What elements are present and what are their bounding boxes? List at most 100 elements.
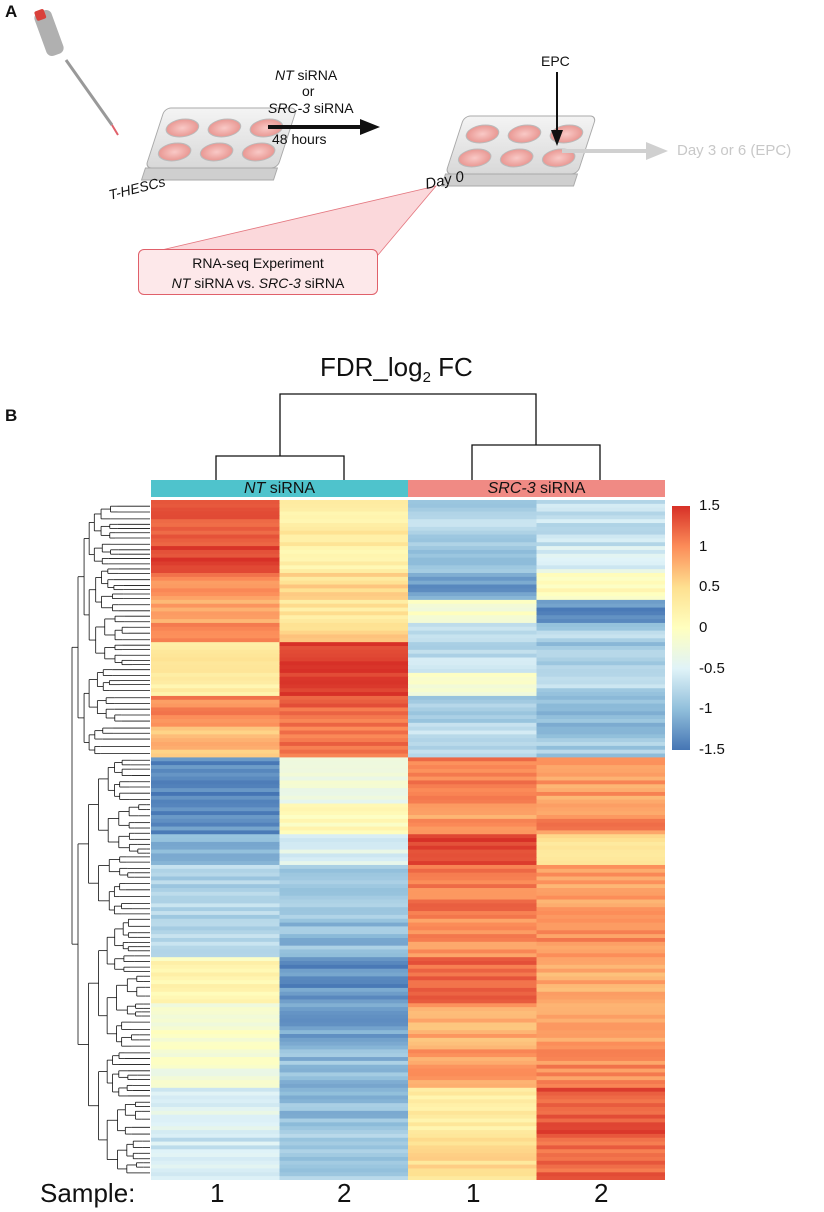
heatmap-cell	[279, 665, 409, 670]
heatmap-cell	[408, 1176, 537, 1180]
heatmap-cell	[279, 1114, 409, 1120]
heatmap-cell	[408, 818, 537, 824]
heatmap-cell	[151, 726, 280, 732]
heatmap-cell	[279, 888, 409, 893]
heatmap-cell	[408, 1087, 537, 1093]
heatmap-cell	[279, 945, 409, 950]
treatment-arrow	[268, 119, 380, 135]
heatmap-cell	[279, 757, 409, 762]
heatmap-cell	[408, 845, 537, 851]
heatmap-cell	[408, 1057, 537, 1062]
heatmap-cell	[151, 884, 280, 889]
heatmap-cell	[151, 1130, 280, 1135]
heatmap-cell	[408, 653, 537, 659]
heatmap-cell	[151, 672, 280, 678]
heatmap-cell	[151, 799, 280, 804]
heatmap-cell	[536, 1130, 665, 1135]
heatmap-cell	[408, 1072, 537, 1077]
heatmap-cell	[151, 1172, 280, 1177]
heatmap-cell	[536, 1041, 665, 1047]
heatmap-cell	[536, 1064, 665, 1070]
heatmap-cell	[536, 584, 665, 589]
heatmap-cell	[151, 1141, 280, 1146]
heatmap-cell	[151, 876, 280, 881]
heatmap-cell	[279, 749, 409, 755]
heatmap-cell	[279, 642, 409, 647]
heatmap-cell	[279, 680, 409, 685]
heatmap-cell	[408, 1160, 537, 1166]
heatmap-cell	[151, 976, 280, 981]
heatmap-cell	[536, 653, 665, 659]
heatmap-cell	[279, 726, 409, 732]
heatmap-cell	[151, 615, 280, 620]
heatmap-cell	[151, 592, 280, 597]
heatmap-cell	[408, 1041, 537, 1047]
heatmap-cell	[279, 653, 409, 659]
heatmap-cell	[408, 715, 537, 720]
heatmap-cell	[279, 1133, 409, 1139]
heatmap-cell	[279, 584, 409, 589]
heatmap-cell	[408, 765, 537, 770]
heatmap-cell	[408, 949, 537, 954]
heatmap-cell	[408, 542, 537, 547]
heatmap-cell	[151, 807, 280, 812]
heatmap-cell	[536, 995, 665, 1000]
heatmap-cell	[279, 849, 409, 854]
heatmap-cell	[536, 914, 665, 920]
heatmap-cell	[279, 1057, 409, 1062]
heatmap-cell	[408, 684, 537, 689]
heatmap-cell	[279, 1107, 409, 1112]
heatmap-cell	[536, 1053, 665, 1058]
heatmap-cell	[151, 1126, 280, 1131]
heatmap-cell	[279, 1064, 409, 1070]
heatmap-cell	[536, 718, 665, 724]
heatmap-cell	[408, 1099, 537, 1104]
heatmap-cell	[408, 526, 537, 532]
heatmap-cell	[151, 676, 280, 682]
heatmap-cell	[151, 780, 280, 785]
heatmap-cell	[536, 776, 665, 781]
heatmap-cell	[536, 903, 665, 908]
heatmap-cell	[536, 642, 665, 647]
heatmap-cell	[151, 1149, 280, 1154]
heatmap-cell	[408, 1083, 537, 1089]
heatmap-cell	[536, 861, 665, 866]
heatmap-cell	[408, 999, 537, 1004]
heatmap-cell	[536, 699, 665, 705]
heatmap-cell	[536, 888, 665, 893]
heatmap-cell	[536, 834, 665, 839]
heatmap-cell	[279, 1091, 409, 1096]
heatmap-cell	[279, 1122, 409, 1127]
epc-arrow	[551, 72, 563, 146]
heatmap-cell	[151, 918, 280, 924]
heatmap-cell	[408, 930, 537, 935]
heatmap-cell	[408, 565, 537, 570]
heatmap-cell	[536, 603, 665, 609]
colorbar-tick-label: -1	[699, 700, 713, 718]
heatmap-cell	[536, 918, 665, 924]
heatmap-cell	[279, 569, 409, 574]
heatmap-cell	[279, 891, 409, 897]
treatment-nt-label: NT siRNA	[275, 67, 338, 83]
heatmap-cell	[279, 761, 409, 766]
heatmap-cell	[151, 926, 280, 931]
heatmap-cell	[151, 1099, 280, 1104]
heatmap-cell	[279, 515, 409, 520]
sample-label-src3-2: 2	[594, 1178, 609, 1208]
heatmap-cell	[151, 995, 280, 1000]
heatmap-cell	[151, 1014, 280, 1020]
heatmap-cell	[536, 761, 665, 766]
heatmap-cell	[279, 776, 409, 781]
heatmap-cell	[408, 645, 537, 651]
heatmap-cell	[536, 803, 665, 808]
heatmap-cell	[279, 799, 409, 804]
heatmap-cell	[151, 872, 280, 877]
heatmap-cell	[536, 972, 665, 977]
heatmap-cell	[408, 937, 537, 943]
heatmap-cell	[151, 1164, 280, 1169]
heatmap-cell	[279, 546, 409, 551]
heatmap-cell	[151, 1107, 280, 1112]
heatmap-cell	[279, 1045, 409, 1050]
heatmap-cell	[279, 718, 409, 724]
heatmap-cell	[408, 695, 537, 701]
